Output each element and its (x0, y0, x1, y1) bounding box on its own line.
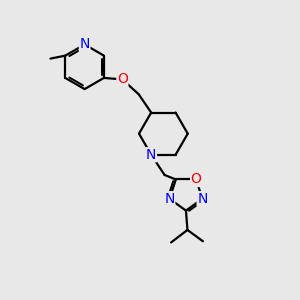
Text: N: N (80, 38, 90, 52)
Text: N: N (146, 148, 156, 162)
Text: O: O (117, 72, 128, 86)
Text: N: N (164, 192, 175, 206)
Text: O: O (191, 172, 202, 187)
Text: N: N (197, 192, 208, 206)
